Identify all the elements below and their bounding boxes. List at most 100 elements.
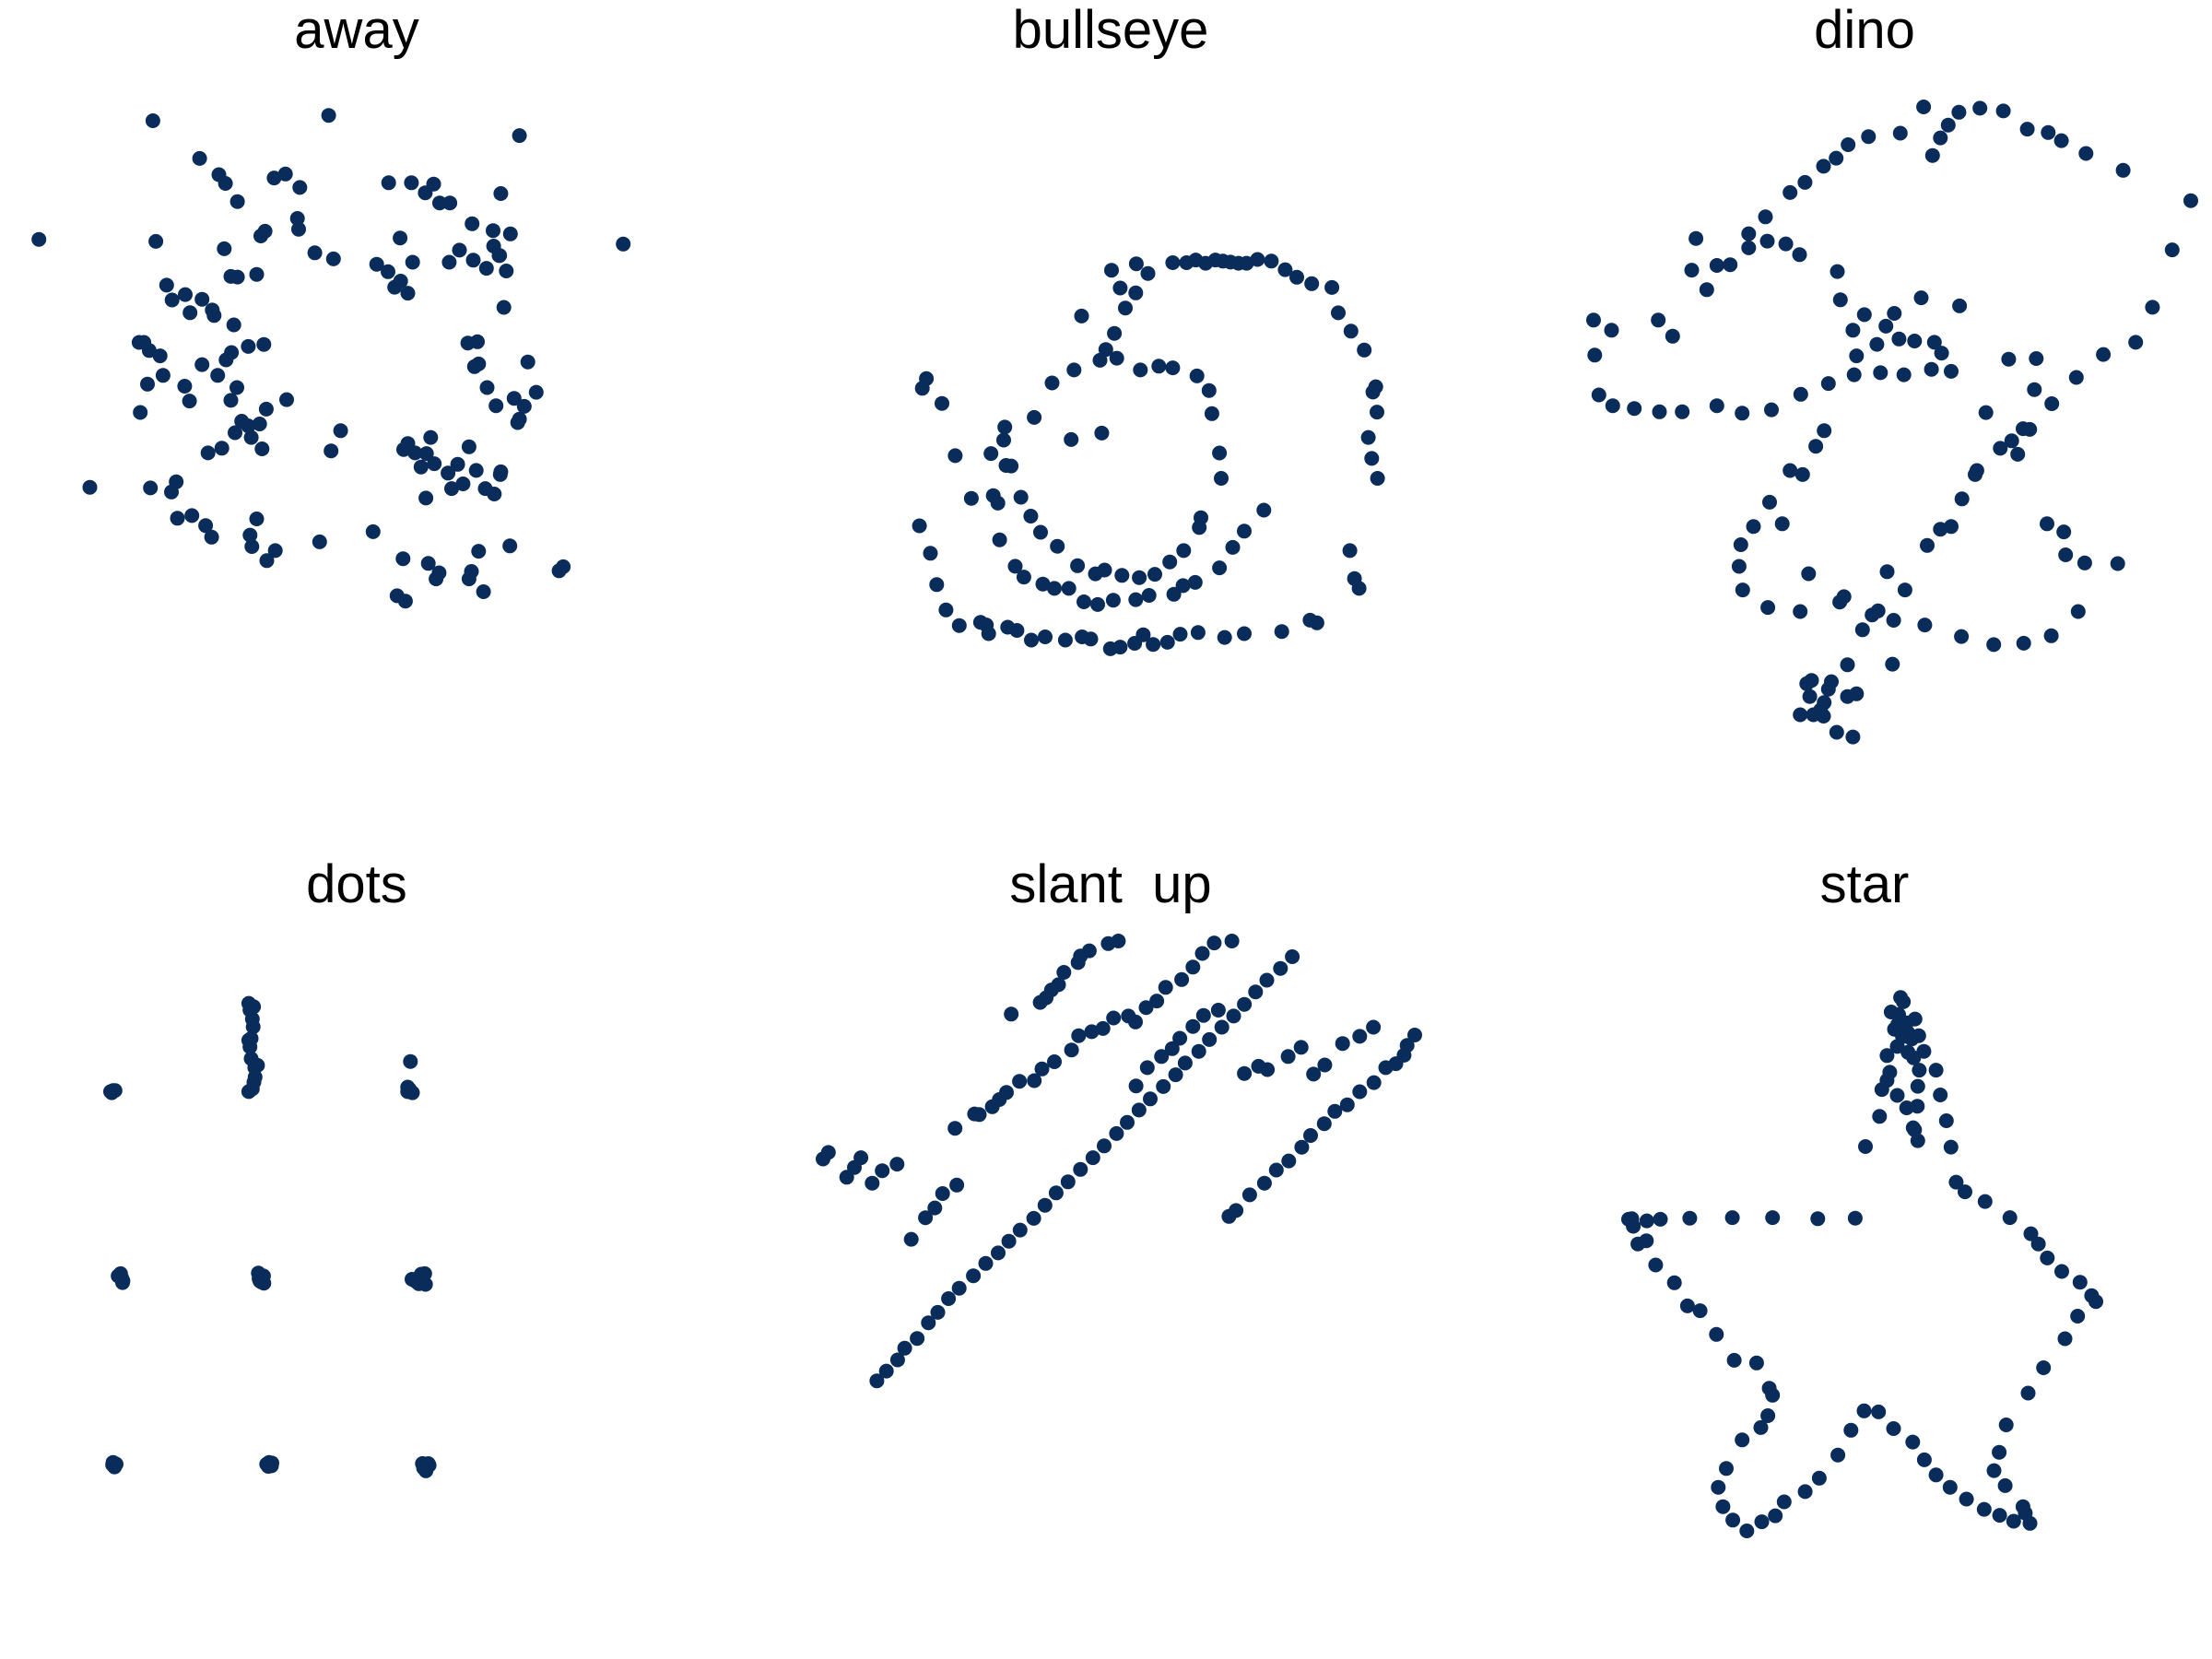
- panel-title: dino: [1814, 0, 1915, 60]
- data-point: [1001, 1233, 1017, 1249]
- data-point: [1907, 334, 1923, 348]
- data-point: [441, 254, 457, 270]
- data-point: [1723, 257, 1738, 273]
- panel-title: away: [294, 0, 418, 60]
- data-point: [1214, 1019, 1230, 1035]
- data-point: [1370, 471, 1385, 486]
- data-point: [991, 1245, 1006, 1261]
- data-point: [1873, 365, 1888, 381]
- data-point: [1217, 629, 1232, 645]
- data-point: [1709, 1326, 1724, 1342]
- data-point: [2036, 1360, 2052, 1375]
- data-point: [258, 401, 274, 417]
- data-point: [1360, 429, 1376, 445]
- data-point: [1104, 263, 1119, 278]
- data-point: [194, 291, 210, 307]
- data-point: [1056, 965, 1072, 980]
- data-point: [502, 226, 518, 241]
- data-point: [407, 445, 423, 461]
- data-point: [1832, 594, 1848, 610]
- data-point: [1648, 1257, 1664, 1273]
- data-point: [1352, 1084, 1368, 1100]
- data-point: [2016, 635, 2031, 651]
- data-point: [1342, 543, 1358, 559]
- data-point: [429, 571, 444, 587]
- point-layer: [1586, 100, 2198, 745]
- data-point: [1845, 323, 1861, 338]
- data-point: [923, 546, 938, 561]
- data-point: [978, 1255, 994, 1271]
- data-point: [182, 394, 197, 409]
- data-point: [1077, 594, 1091, 609]
- data-point: [200, 445, 216, 461]
- data-point: [253, 1275, 269, 1289]
- data-point: [82, 479, 98, 495]
- data-point: [1897, 1029, 1912, 1044]
- data-point: [1682, 1210, 1698, 1226]
- data-point: [1146, 637, 1161, 653]
- data-point: [1711, 1479, 1726, 1495]
- data-point: [1972, 100, 1988, 116]
- data-point: [1793, 707, 1808, 723]
- data-point: [1111, 934, 1126, 948]
- data-point: [1765, 1210, 1781, 1226]
- data-point: [444, 481, 459, 497]
- data-point: [1248, 984, 1264, 1000]
- data-point: [963, 490, 979, 506]
- data-point: [249, 512, 265, 526]
- data-point: [1090, 596, 1105, 612]
- data-point: [1050, 538, 1065, 554]
- data-point: [31, 231, 47, 247]
- data-point: [1268, 1162, 1284, 1178]
- data-point: [1237, 524, 1252, 539]
- data-point: [875, 1163, 890, 1179]
- data-point: [1250, 252, 1265, 267]
- data-point: [1306, 1066, 1322, 1082]
- data-point: [1811, 1470, 1827, 1486]
- data-point: [1741, 226, 1757, 241]
- data-point: [1885, 656, 1900, 672]
- data-point: [1724, 1210, 1740, 1226]
- data-point: [1928, 1467, 1944, 1483]
- data-point: [1281, 1153, 1297, 1169]
- data-point: [442, 195, 458, 211]
- data-point: [1071, 1028, 1087, 1043]
- data-point: [1172, 627, 1188, 642]
- data-point: [1127, 636, 1143, 651]
- data-point: [1007, 559, 1023, 574]
- data-point: [496, 300, 512, 315]
- data-point: [1151, 359, 1167, 374]
- data-point: [528, 384, 544, 400]
- data-point: [461, 571, 477, 587]
- data-point: [1820, 376, 1836, 392]
- data-point: [1162, 554, 1178, 570]
- data-point: [1978, 405, 1994, 420]
- data-point: [325, 251, 341, 266]
- data-point: [935, 395, 949, 411]
- data-point: [2054, 1264, 2069, 1279]
- data-point: [1133, 362, 1148, 378]
- data-point: [1797, 174, 1813, 190]
- data-point: [1754, 1514, 1770, 1530]
- data-point: [1731, 559, 1747, 574]
- data-point: [1774, 516, 1790, 532]
- point-layer: [103, 995, 437, 1478]
- data-point: [257, 223, 273, 239]
- data-point: [1820, 681, 1836, 697]
- data-point: [1934, 346, 1949, 361]
- data-point: [1920, 537, 1935, 553]
- data-point: [465, 216, 480, 231]
- data-point: [1759, 233, 1775, 249]
- data-point: [1012, 1222, 1028, 1238]
- data-point: [1891, 331, 1907, 347]
- data-point: [1407, 1028, 1422, 1042]
- data-point: [1156, 1078, 1171, 1094]
- data-point: [1688, 230, 1704, 246]
- data-point: [2019, 122, 2035, 137]
- data-point: [889, 1157, 905, 1172]
- data-point: [1204, 406, 1219, 421]
- data-point: [1176, 543, 1192, 559]
- data-point: [1118, 300, 1133, 316]
- data-point: [1004, 1006, 1019, 1022]
- data-point: [471, 544, 487, 559]
